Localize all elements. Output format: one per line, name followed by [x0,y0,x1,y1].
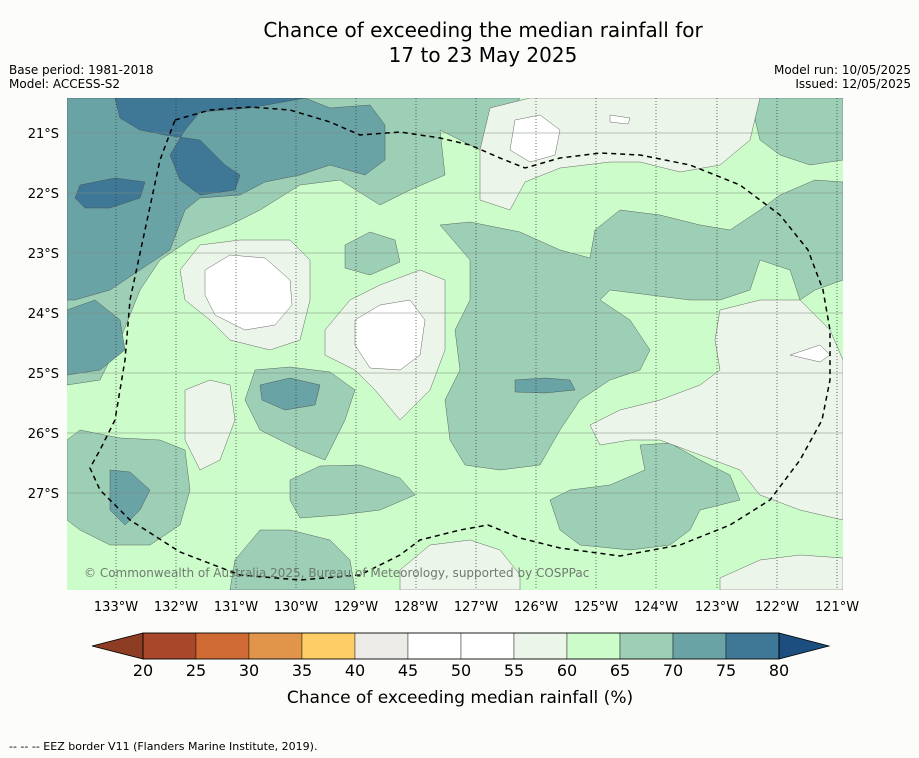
meta-left: Base period: 1981-2018 Model: ACCESS-S2 [9,63,154,91]
lat-label: 26°S [28,427,59,442]
lon-label: 127°W [454,600,498,615]
colorbar-tick-label: 35 [292,661,312,680]
colorbar-over-arrow [778,632,831,660]
lon-label: 128°W [394,600,438,615]
colorbar-bin [513,632,568,660]
model-name: Model: ACCESS-S2 [9,77,121,91]
colorbar-tick-label: 60 [557,661,577,680]
colorbar-bin [566,632,621,660]
map-title: Chance of exceeding the median rainfall … [0,18,919,68]
colorbar-tick-label: 30 [239,661,259,680]
base-period: Base period: 1981-2018 [9,63,154,77]
colorbar-bin [407,632,462,660]
colorbar-bin [354,632,409,660]
lat-label: 25°S [28,367,59,382]
colorbar: 20 25 30 35 40 45 50 55 60 65 70 75 80 [91,632,831,680]
regions-70-75 [67,98,576,526]
colorbar-bin [195,632,250,660]
regions-50-55 [204,114,831,371]
colorbar-bin [301,632,356,660]
lon-labels: 133°W 132°W 131°W 130°W 129°W 128°W 127°… [94,600,859,615]
lon-gridlines [115,98,838,590]
lat-gridlines [67,132,843,494]
lat-labels: 21°S 22°S 23°S 24°S 25°S 26°S 27°S [28,127,59,502]
colorbar-tick-label: 50 [451,661,471,680]
lon-label: 125°W [574,600,618,615]
lon-label: 122°W [755,600,799,615]
lon-label: 121°W [815,600,859,615]
lat-label: 21°S [28,127,59,142]
lat-label: 22°S [28,187,59,202]
colorbar-bin [672,632,727,660]
issued-date: Issued: 12/05/2025 [795,77,911,91]
model-run: Model run: 10/05/2025 [773,63,911,77]
lat-label: 27°S [28,487,59,502]
colorbar-tick-label: 25 [186,661,206,680]
lon-label: 130°W [274,600,318,615]
colorbar-bin [142,632,197,660]
lon-label: 126°W [514,600,558,615]
eez-footnote: -- -- -- EEZ border V11 (Flanders Marine… [9,740,318,753]
eez-border [89,106,831,581]
lon-label: 132°W [154,600,198,615]
colorbar-tick-label: 20 [133,661,153,680]
lon-label: 124°W [634,600,678,615]
lon-label: 129°W [334,600,378,615]
rainfall-map: © Commonwealth of Australia 2025, Bureau… [28,98,859,708]
colorbar-tick-label: 45 [398,661,418,680]
title-line-2: 17 to 23 May 2025 [388,43,578,67]
lat-label: 23°S [28,247,59,262]
colorbar-label: Chance of exceeding median rainfall (%) [287,688,633,708]
colorbar-bin [619,632,674,660]
colorbar-bin [725,632,780,660]
lat-label: 24°S [28,307,59,322]
lon-label: 123°W [695,600,739,615]
lon-label: 133°W [94,600,138,615]
colorbar-under-arrow [91,632,144,660]
lon-label: 131°W [214,600,258,615]
copyright-watermark: © Commonwealth of Australia 2025, Bureau… [84,566,589,580]
colorbar-tick-label: 55 [504,661,524,680]
colorbar-frame [142,632,780,660]
colorbar-tick-label: 75 [716,661,736,680]
colorbar-tick-label: 80 [769,661,789,680]
map-area: © Commonwealth of Australia 2025, Bureau… [67,98,843,590]
title-line-1: Chance of exceeding the median rainfall … [263,18,703,42]
meta-right: Model run: 10/05/2025 Issued: 12/05/2025 [774,63,911,91]
colorbar-tick-label: 70 [663,661,683,680]
colorbar-bin [460,632,515,660]
colorbar-tick-label: 40 [345,661,365,680]
colorbar-tick-label: 65 [610,661,630,680]
colorbar-bin [248,632,303,660]
